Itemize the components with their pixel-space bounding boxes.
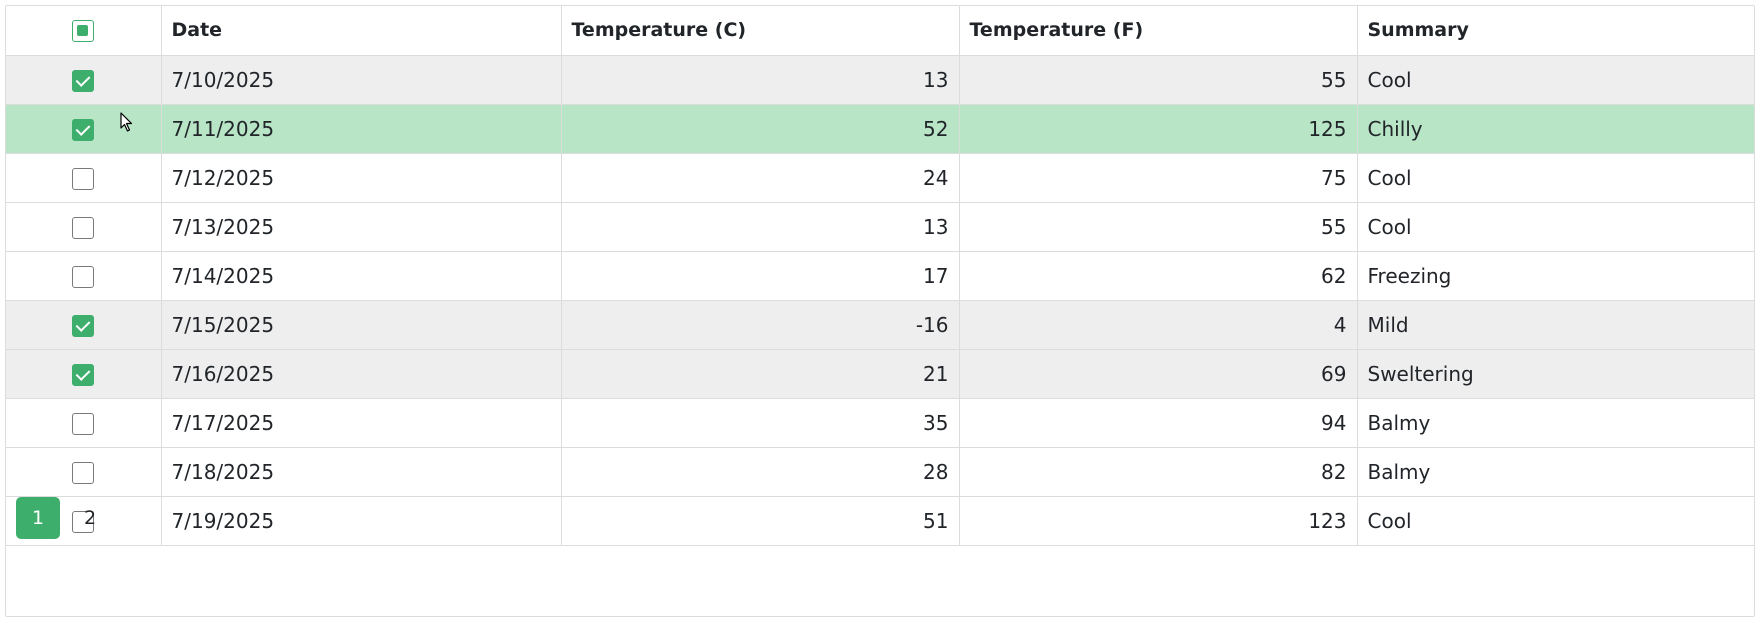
date-cell: 7/17/2025: [161, 398, 562, 448]
table-body: 7/10/2025 13 55 Cool 7/11/2025 52 125 Chilly 7/1…: [6, 55, 1754, 546]
temperature-f-cell: 82: [959, 447, 1358, 497]
column-header-summary[interactable]: Summary: [1357, 6, 1754, 56]
temperature-f-cell: 4: [959, 300, 1358, 350]
row-checkbox[interactable]: [72, 412, 95, 435]
table-row[interactable]: 7/18/2025 28 82 Balmy: [6, 447, 1754, 497]
row-select-cell: [6, 447, 162, 497]
summary-cell: Cool: [1357, 153, 1754, 203]
row-checkbox[interactable]: [72, 510, 95, 533]
temperature-f-cell: 62: [959, 251, 1358, 301]
row-select-cell: [6, 398, 162, 448]
table-row[interactable]: 7/12/2025 24 75 Cool: [6, 153, 1754, 203]
temperature-c-cell: 35: [561, 398, 960, 448]
row-select-cell: [6, 55, 162, 105]
date-cell: 7/12/2025: [161, 153, 562, 203]
temperature-f-cell: 55: [959, 55, 1358, 105]
select-all-checkbox[interactable]: [72, 19, 95, 42]
row-select-cell: [6, 153, 162, 203]
temperature-f-cell: 75: [959, 153, 1358, 203]
column-header-temperature-c[interactable]: Temperature (C): [561, 6, 960, 56]
row-checkbox[interactable]: [72, 216, 95, 239]
date-cell: 7/14/2025: [161, 251, 562, 301]
table-row[interactable]: 7/16/2025 21 69 Sweltering: [6, 349, 1754, 399]
summary-cell: Cool: [1357, 202, 1754, 252]
select-all-cell: [6, 6, 162, 56]
summary-cell: Balmy: [1357, 447, 1754, 497]
row-checkbox[interactable]: [72, 69, 95, 92]
temperature-c-cell: 13: [561, 202, 960, 252]
table-row[interactable]: 7/13/2025 13 55 Cool: [6, 202, 1754, 252]
row-checkbox[interactable]: [72, 314, 95, 337]
row-select-cell: [6, 104, 162, 154]
table-row[interactable]: 7/14/2025 17 62 Freezing: [6, 251, 1754, 301]
temperature-c-cell: 24: [561, 153, 960, 203]
page-button-1[interactable]: 1: [16, 497, 60, 539]
date-cell: 7/15/2025: [161, 300, 562, 350]
row-select-cell: [6, 251, 162, 301]
temperature-f-cell: 69: [959, 349, 1358, 399]
summary-cell: Chilly: [1357, 104, 1754, 154]
row-checkbox[interactable]: [72, 118, 95, 141]
data-grid: Date Temperature (C) Temperature (F) Sum…: [5, 5, 1755, 617]
temperature-c-cell: 52: [561, 104, 960, 154]
temperature-c-cell: 21: [561, 349, 960, 399]
temperature-c-cell: 28: [561, 447, 960, 497]
temperature-c-cell: -16: [561, 300, 960, 350]
table-row[interactable]: 7/11/2025 52 125 Chilly: [6, 104, 1754, 154]
date-cell: 7/10/2025: [161, 55, 562, 105]
temperature-f-cell: 55: [959, 202, 1358, 252]
summary-cell: Sweltering: [1357, 349, 1754, 399]
row-checkbox[interactable]: [72, 167, 95, 190]
row-checkbox[interactable]: [72, 461, 95, 484]
table-row[interactable]: 7/19/2025 51 123 Cool: [6, 496, 1754, 546]
temperature-c-cell: 17: [561, 251, 960, 301]
date-cell: 7/11/2025: [161, 104, 562, 154]
row-select-cell: [6, 349, 162, 399]
date-cell: 7/18/2025: [161, 447, 562, 497]
summary-cell: Cool: [1357, 55, 1754, 105]
page-button-2[interactable]: 2: [83, 507, 97, 529]
date-cell: 7/19/2025: [161, 496, 562, 546]
summary-cell: Balmy: [1357, 398, 1754, 448]
date-cell: 7/16/2025: [161, 349, 562, 399]
temperature-f-cell: 125: [959, 104, 1358, 154]
temperature-f-cell: 123: [959, 496, 1358, 546]
summary-cell: Freezing: [1357, 251, 1754, 301]
weather-table: Date Temperature (C) Temperature (F) Sum…: [6, 6, 1754, 546]
table-row[interactable]: 7/17/2025 35 94 Balmy: [6, 398, 1754, 448]
temperature-c-cell: 51: [561, 496, 960, 546]
header-row: Date Temperature (C) Temperature (F) Sum…: [6, 6, 1754, 56]
row-checkbox[interactable]: [72, 265, 95, 288]
summary-cell: Cool: [1357, 496, 1754, 546]
mouse-cursor-icon: [120, 112, 133, 132]
table-row[interactable]: 7/15/2025 -16 4 Mild: [6, 300, 1754, 350]
summary-cell: Mild: [1357, 300, 1754, 350]
row-select-cell: [6, 300, 162, 350]
temperature-c-cell: 13: [561, 55, 960, 105]
date-cell: 7/13/2025: [161, 202, 562, 252]
column-header-date[interactable]: Date: [161, 6, 562, 56]
row-checkbox[interactable]: [72, 363, 95, 386]
temperature-f-cell: 94: [959, 398, 1358, 448]
table-row[interactable]: 7/10/2025 13 55 Cool: [6, 55, 1754, 105]
row-select-cell: [6, 202, 162, 252]
column-header-temperature-f[interactable]: Temperature (F): [959, 6, 1358, 56]
